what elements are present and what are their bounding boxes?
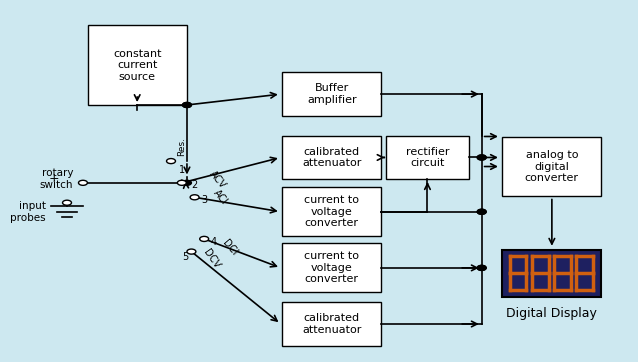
- Circle shape: [182, 102, 191, 108]
- Text: +: +: [49, 172, 59, 185]
- Circle shape: [187, 249, 196, 254]
- Text: 1: 1: [179, 165, 185, 175]
- Circle shape: [477, 209, 486, 214]
- Text: 5: 5: [182, 252, 188, 262]
- Bar: [283, 302, 382, 346]
- Bar: [503, 250, 602, 297]
- Circle shape: [477, 155, 486, 160]
- Bar: [503, 136, 602, 196]
- Text: current to
voltage
converter: current to voltage converter: [304, 195, 359, 228]
- Text: Res.: Res.: [177, 137, 186, 156]
- Bar: [88, 25, 187, 105]
- Circle shape: [477, 265, 486, 270]
- Text: Digital Display: Digital Display: [507, 307, 597, 320]
- Text: rectifier
circuit: rectifier circuit: [406, 147, 449, 168]
- Text: calibrated
attenuator: calibrated attenuator: [302, 147, 362, 168]
- Circle shape: [200, 236, 209, 241]
- Circle shape: [182, 180, 191, 185]
- Text: 4: 4: [211, 237, 217, 247]
- Bar: [386, 136, 469, 179]
- Text: calibrated
attenuator: calibrated attenuator: [302, 313, 362, 335]
- Text: rotary
switch: rotary switch: [40, 168, 73, 190]
- Circle shape: [477, 209, 486, 214]
- Text: ACV: ACV: [207, 168, 228, 190]
- Circle shape: [78, 180, 87, 185]
- Text: 3: 3: [201, 195, 207, 205]
- Circle shape: [477, 265, 486, 270]
- Circle shape: [190, 195, 199, 200]
- Circle shape: [177, 180, 186, 185]
- Text: DCI: DCI: [220, 238, 239, 258]
- Bar: [283, 188, 382, 236]
- Text: 2: 2: [191, 180, 198, 190]
- Circle shape: [477, 155, 486, 160]
- Text: analog to
digital
converter: analog to digital converter: [525, 150, 579, 183]
- Circle shape: [182, 102, 191, 108]
- Text: DCV: DCV: [201, 247, 221, 270]
- Circle shape: [63, 200, 71, 205]
- Bar: [283, 72, 382, 116]
- Bar: [283, 243, 382, 292]
- Text: constant
current
source: constant current source: [113, 49, 161, 82]
- Text: current to
voltage
converter: current to voltage converter: [304, 251, 359, 285]
- Text: ACI: ACI: [212, 188, 230, 207]
- Circle shape: [167, 159, 175, 164]
- Text: Buffer
amplifier: Buffer amplifier: [307, 83, 357, 105]
- Bar: [283, 136, 382, 179]
- Text: input
probes: input probes: [10, 201, 46, 223]
